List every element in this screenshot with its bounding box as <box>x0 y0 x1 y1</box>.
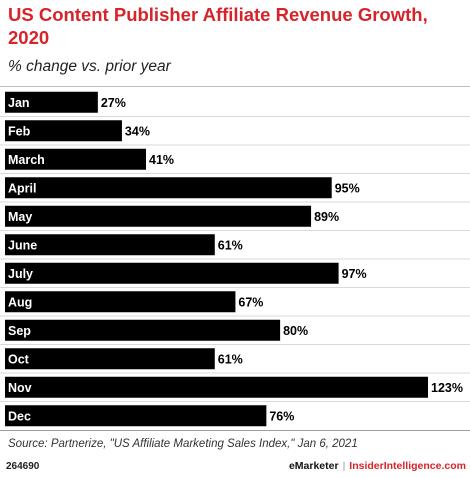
category-label: Dec <box>8 409 31 423</box>
value-label: 34% <box>125 124 150 138</box>
category-label: May <box>8 210 32 224</box>
brand-footer: eMarketer | InsiderIntelligence.com <box>289 460 466 472</box>
value-label: 76% <box>269 409 294 423</box>
bar-july <box>5 262 339 284</box>
chart-title: US Content Publisher Affiliate Revenue G… <box>8 4 428 48</box>
value-label: 61% <box>218 238 243 252</box>
value-label: 27% <box>101 96 126 110</box>
category-label: March <box>8 153 45 167</box>
value-label: 41% <box>149 153 174 167</box>
bar-april <box>5 177 332 199</box>
bar-feb <box>5 120 122 142</box>
bar-sep <box>5 319 281 341</box>
bar-chart: Jan 27% Feb 34% March 41% April 95% May 89% June 61… <box>0 91 470 427</box>
header-divider <box>0 86 470 87</box>
footer-divider <box>0 430 470 431</box>
bar-aug <box>5 291 236 313</box>
value-label: 80% <box>283 324 308 338</box>
insider-intelligence-link: InsiderIntelligence.com <box>349 460 466 472</box>
value-label: 67% <box>238 295 263 309</box>
category-label: Feb <box>8 124 31 138</box>
value-label: 61% <box>218 352 243 366</box>
bar-may <box>5 205 312 227</box>
chart-subtitle: % change vs. prior year <box>8 58 171 75</box>
bar-march <box>5 148 146 170</box>
bar-oct <box>5 348 215 370</box>
brand-separator: | <box>342 460 346 472</box>
value-label: 89% <box>314 210 339 224</box>
category-label: Jan <box>8 96 30 110</box>
value-label: 95% <box>335 181 360 195</box>
category-label: July <box>8 267 33 281</box>
bar-nov <box>5 376 428 398</box>
bar-june <box>5 234 215 256</box>
bar-jan <box>5 91 98 113</box>
category-label: Nov <box>8 381 32 395</box>
category-label: April <box>8 181 36 195</box>
category-label: Aug <box>8 295 32 309</box>
value-label: 97% <box>342 267 367 281</box>
bar-dec <box>5 405 267 427</box>
value-label: 123% <box>431 381 463 395</box>
chart-id: 264690 <box>6 461 40 472</box>
category-label: Sep <box>8 324 31 338</box>
category-label: Oct <box>8 352 30 366</box>
emarketer-logo: eMarketer <box>288 460 339 472</box>
category-label: June <box>8 238 37 252</box>
source-note: Source: Partnerize, "US Affiliate Market… <box>8 438 358 450</box>
